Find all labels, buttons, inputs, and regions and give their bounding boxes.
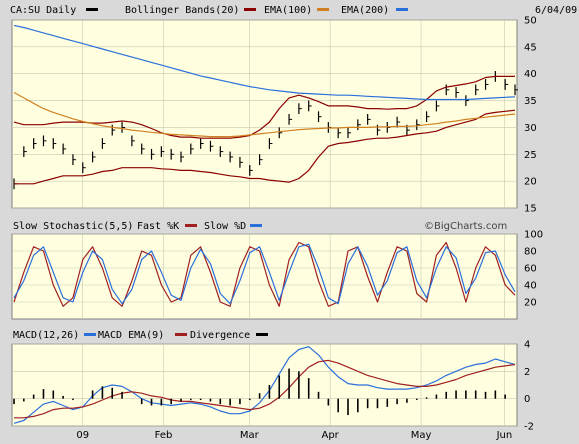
y-tick-label: 30 <box>524 123 537 134</box>
ema100-legend-swatch <box>317 8 329 11</box>
bigcharts-brand: ©BigCharts.com <box>424 221 507 232</box>
fastk-line <box>13 241 516 307</box>
macd-grid <box>12 343 517 427</box>
y-tick-label: 80 <box>524 247 537 258</box>
symbol-label: CA:SU Daily <box>10 5 76 16</box>
macd-ema-line <box>14 359 516 419</box>
macd-line <box>13 346 516 424</box>
x-tick-label: Apr <box>321 430 339 441</box>
y-tick-label: 60 <box>524 264 537 275</box>
bollinger-label: Bollinger Bands(20) <box>125 5 239 16</box>
macd-panel: MACD(12,26) MACD EMA(9) Divergence -2 0 2 4 <box>11 330 534 433</box>
fastk-legend-swatch <box>185 224 197 227</box>
macd-ema-label: MACD EMA(9) <box>98 330 164 341</box>
x-axis: 09 Feb Mar Apr May Jun <box>76 430 512 441</box>
macd-series <box>13 346 516 424</box>
price-legend-swatch <box>86 8 98 11</box>
y-tick-label: 35 <box>524 96 537 107</box>
price-panel: 15 20 25 30 35 40 45 50 <box>11 16 537 215</box>
ema200-line <box>13 24 516 101</box>
fastk-label: Fast %K <box>137 221 179 232</box>
macd-ema-legend-swatch <box>175 333 187 336</box>
ema200-label: EMA(200) <box>341 5 389 16</box>
y-tick-label: 15 <box>524 204 537 215</box>
stochastic-y-ticks: 20 40 60 80 100 <box>524 230 543 309</box>
slowd-legend-swatch <box>250 224 262 227</box>
price-series <box>13 24 518 190</box>
divergence-legend-swatch <box>256 333 268 336</box>
price-y-ticks: 15 20 25 30 35 40 45 50 <box>524 16 537 215</box>
y-tick-label: 40 <box>524 69 537 80</box>
slowd-label: Slow %D <box>204 221 246 232</box>
macd-legend-swatch <box>84 333 96 336</box>
y-tick-label: 2 <box>524 367 530 378</box>
ema100-label: EMA(100) <box>264 5 312 16</box>
y-tick-label: 4 <box>524 340 530 351</box>
date-label: 6/04/09 <box>535 5 577 16</box>
ema200-legend-swatch <box>396 8 408 11</box>
x-tick-label: 09 <box>76 430 89 441</box>
macd-title: MACD(12,26) <box>13 330 79 341</box>
y-tick-label: 25 <box>524 150 537 161</box>
bollinger-legend-swatch <box>244 8 256 11</box>
macd-y-ticks: -2 0 2 4 <box>524 340 534 433</box>
ema100-line <box>13 91 516 138</box>
y-tick-label: 20 <box>524 177 537 188</box>
y-tick-label: 50 <box>524 16 537 27</box>
x-tick-label: Feb <box>155 430 173 441</box>
bollinger-lower-line <box>14 109 516 185</box>
stochastic-panel: Slow Stochastic(5,5) Fast %K Slow %D ©Bi… <box>11 221 543 320</box>
x-tick-label: Mar <box>240 430 260 441</box>
macd-plot-area <box>11 343 518 427</box>
bollinger-upper-line <box>13 75 515 139</box>
x-tick-label: Jun <box>496 430 513 441</box>
slowd-line <box>13 243 516 305</box>
x-tick-label: May <box>411 430 432 441</box>
stochastic-series <box>13 241 516 307</box>
y-tick-label: 20 <box>524 298 537 309</box>
y-tick-label: 100 <box>524 230 543 241</box>
y-tick-label: 45 <box>524 42 537 53</box>
divergence-label: Divergence <box>190 330 250 341</box>
stochastic-plot-area <box>11 233 518 320</box>
stochastic-title: Slow Stochastic(5,5) <box>13 221 133 232</box>
y-tick-label: -2 <box>524 422 534 433</box>
price-legend: CA:SU Daily Bollinger Bands(20) EMA(100)… <box>10 5 577 16</box>
y-tick-label: 40 <box>524 281 537 292</box>
price-plot-area <box>11 19 518 209</box>
y-tick-label: 0 <box>524 394 530 405</box>
